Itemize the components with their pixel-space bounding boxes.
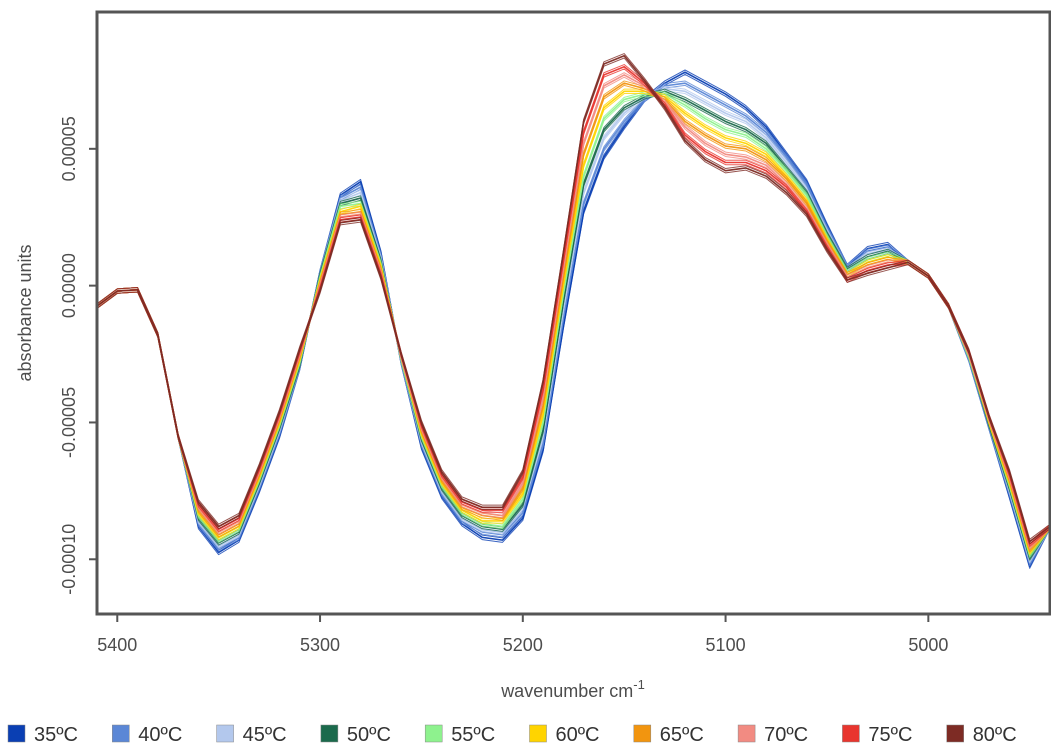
y-tick-label: -0.00005 <box>59 387 79 458</box>
series-line-70ºC <box>96 76 1051 550</box>
series-line-60ºC <box>96 93 1051 556</box>
series-line-45ºC <box>96 90 1051 564</box>
series-65ºC <box>96 80 1051 553</box>
x-tick-label: 5100 <box>706 635 746 655</box>
legend-swatch-50ºC <box>320 724 339 743</box>
series-75ºC <box>96 64 1051 547</box>
series-line-45ºC <box>96 87 1051 562</box>
series-80ºC <box>96 53 1051 545</box>
series-line-75ºC <box>96 64 1051 543</box>
series-line-75ºC <box>96 65 1051 546</box>
x-tick-label: 5200 <box>503 635 543 655</box>
legend-label-70ºC: 70ºC <box>764 724 808 746</box>
plot-frame <box>95 10 1051 616</box>
y-tick-label: 0.00005 <box>59 116 79 181</box>
legend-label-75ºC: 75ºC <box>868 724 912 746</box>
series-line-70ºC <box>96 74 1051 548</box>
legend-swatch-35ºC <box>7 724 26 743</box>
series-lines <box>96 53 1051 569</box>
series-line-80ºC <box>96 54 1051 543</box>
series-line-50ºC <box>96 90 1051 559</box>
series-line-40ºC <box>96 84 1051 567</box>
legend-swatch-75ºC <box>842 724 860 743</box>
series-40ºC <box>96 80 1051 567</box>
y-axis: -0.00010 -0.00005 0.00000 0.00005 <box>59 116 96 595</box>
x-tick-label: 5400 <box>97 635 137 655</box>
y-tick-label: -0.00010 <box>59 524 79 595</box>
legend-label-65ºC: 65ºC <box>660 724 704 746</box>
series-line-80ºC <box>96 53 1051 540</box>
series-line-35ºC <box>96 71 1051 567</box>
legend-label-80ºC: 80ºC <box>973 724 1017 746</box>
series-55ºC <box>96 91 1051 558</box>
legend-label-35ºC: 35ºC <box>34 724 78 746</box>
series-35ºC <box>96 69 1051 569</box>
series-50ºC <box>96 88 1051 561</box>
x-tick-label: 5000 <box>908 635 948 655</box>
legend-swatch-45ºC <box>216 724 234 743</box>
series-line-40ºC <box>96 80 1051 562</box>
series-line-60ºC <box>96 90 1051 554</box>
series-line-55ºC <box>96 95 1051 558</box>
legend-label-60ºC: 60ºC <box>556 724 600 746</box>
legend-swatch-40ºC <box>112 724 130 743</box>
legend-swatch-55ºC <box>424 724 443 743</box>
y-tick-label: 0.00000 <box>59 253 79 318</box>
series-line-60ºC <box>96 88 1051 551</box>
series-line-80ºC <box>96 57 1051 545</box>
series-line-45ºC <box>96 85 1051 559</box>
legend-label-45ºC: 45ºC <box>243 724 287 746</box>
legend-swatch-60ºC <box>529 724 547 743</box>
series-line-50ºC <box>96 93 1051 561</box>
legend-swatch-80ºC <box>946 724 964 743</box>
series-60ºC <box>96 88 1051 556</box>
series-line-70ºC <box>96 72 1051 546</box>
legend-label-50ºC: 50ºC <box>347 724 391 746</box>
x-tick-label: 5300 <box>300 635 340 655</box>
series-line-65ºC <box>96 80 1051 548</box>
series-line-35ºC <box>96 73 1051 569</box>
series-line-65ºC <box>96 82 1051 551</box>
legend-label-40ºC: 40ºC <box>138 724 182 746</box>
series-line-35ºC <box>96 69 1051 565</box>
series-line-40ºC <box>96 82 1051 565</box>
series-line-50ºC <box>96 88 1051 557</box>
legend-label-55ºC: 55ºC <box>451 724 495 746</box>
legend-swatch-65ºC <box>633 724 652 743</box>
x-axis-title: wavenumber cm-1 <box>500 677 645 701</box>
legend: 35ºC 40ºC 45ºC 50ºC 55ºC 60ºC 65ºC 70ºC 75ºC 80ºC <box>7 724 1017 746</box>
series-line-55ºC <box>96 91 1051 554</box>
series-line-65ºC <box>96 84 1051 553</box>
series-line-75ºC <box>96 68 1051 547</box>
legend-swatch-70ºC <box>737 724 756 743</box>
series-line-55ºC <box>96 93 1051 556</box>
y-axis-title: absorbance units <box>15 244 35 381</box>
x-axis: 5400 5300 5200 5100 5000 <box>97 615 948 655</box>
series-45ºC <box>96 85 1051 564</box>
series-70ºC <box>96 72 1051 550</box>
